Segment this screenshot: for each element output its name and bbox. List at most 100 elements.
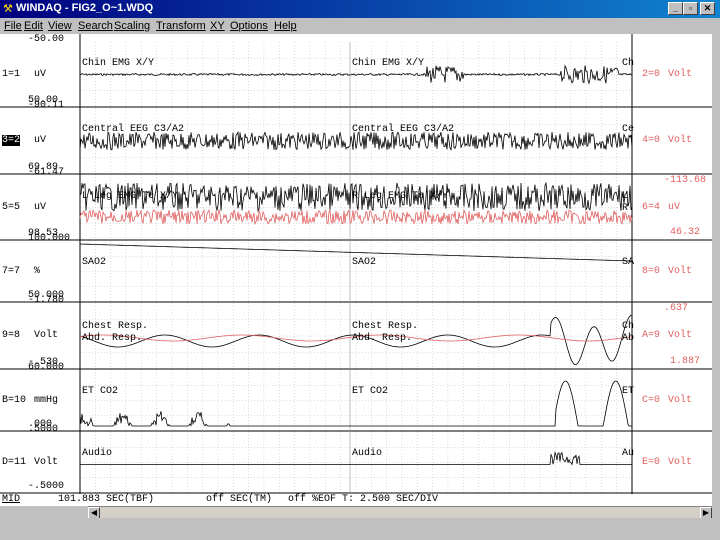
trace-label: R Leg EMG Te X/Y (352, 191, 449, 202)
trace-label: ET (622, 386, 635, 397)
right-channel-id: C=0 (642, 394, 661, 406)
scale-top: .5000 (28, 424, 59, 435)
trace-label: Ch (622, 321, 635, 332)
scale-top: 60.000 (28, 362, 65, 373)
trace-label: Ab (622, 333, 635, 344)
window-bottom-frame (0, 518, 720, 540)
channel-unit: uV (34, 135, 47, 146)
trace-label: ET CO2 (82, 386, 119, 397)
scale-bottom: 50.00 (28, 95, 59, 106)
right-channel-unit: Volt (668, 394, 693, 406)
status-mode: MID (2, 494, 21, 505)
waveform-display[interactable] (0, 34, 712, 494)
menu-file[interactable]: File (4, 20, 22, 32)
right-channel-unit: Volt (668, 135, 693, 146)
menu-scaling[interactable]: Scaling (114, 20, 151, 32)
trace-et-co2 (79, 380, 632, 427)
horizontal-scrollbar[interactable]: ◀ ▶ (88, 506, 712, 519)
trace-abd-resp (79, 334, 633, 342)
minimize-button[interactable]: _ (668, 2, 683, 15)
close-button[interactable]: ✕ (700, 2, 715, 15)
menu-transform[interactable]: Transform (156, 20, 206, 32)
scale-bottom: 50.000 (28, 290, 65, 301)
channel-unit: % (34, 265, 41, 277)
scale-bottom: -.5000 (28, 481, 65, 492)
trace-label: Audio (82, 448, 113, 459)
trace-label: Abd. Resp. (82, 333, 143, 344)
scale-top: -61.47 (28, 167, 65, 178)
right-channel-unit: Volt (668, 68, 693, 80)
channel-unit: Volt (34, 456, 59, 468)
right-scale-top: .637 (664, 303, 689, 314)
right-channel-id: 8=0 (642, 265, 661, 277)
channel-id: D=11 (2, 456, 27, 468)
trace-label: SAO2 (82, 257, 107, 268)
channel-unit: mmHg (34, 394, 59, 406)
status-tm: off SEC(TM) (206, 494, 273, 505)
trace-label: R (622, 203, 629, 214)
trace-chest-resp (79, 314, 633, 366)
menu-help[interactable]: Help (274, 20, 297, 32)
right-channel-id: A=9 (642, 330, 661, 341)
right-channel-id: 4=0 (642, 135, 661, 146)
menu-search[interactable]: Search (78, 20, 113, 32)
menu-edit[interactable]: Edit (24, 20, 43, 32)
trace-label: L (622, 191, 629, 202)
trace-label: ET CO2 (352, 386, 389, 397)
trace-label: Chin EMG X/Y (352, 58, 425, 69)
trace-sao2 (80, 243, 632, 262)
trace-audio (80, 451, 632, 466)
right-scale-top: -113.68 (664, 175, 707, 186)
scale-top: 100.000 (28, 233, 71, 244)
trace-label: SAO2 (352, 257, 377, 268)
channel-id: 9=8 (2, 330, 21, 341)
channel-unit: uV (34, 68, 47, 80)
title-bar: ⚒ WINDAQ - FIG2_O~1.WDQ _ ▫ ✕ (0, 0, 720, 18)
scale-top: -1.780 (28, 295, 65, 306)
status-time: 101.883 SEC(TBF) (58, 494, 155, 505)
right-channel-id: 2=0 (642, 68, 661, 80)
status-bar: MID 101.883 SEC(TBF) off SEC(TM) off %EO… (0, 494, 712, 506)
trace-label: Ce (622, 124, 635, 135)
right-channel-unit: uV (668, 201, 681, 213)
right-channel-id: 6=4 (642, 201, 661, 213)
scale-bottom: -.530 (28, 357, 59, 368)
window-title: WINDAQ - FIG2_O~1.WDQ (16, 2, 154, 14)
menu-options[interactable]: Options (230, 20, 268, 32)
right-scale-bottom: 1.887 (670, 356, 701, 367)
trace-label: Audio (352, 448, 383, 459)
trace-label: Ch (622, 58, 635, 69)
status-eof: off %EOF T: 2.500 SEC/DIV (288, 494, 439, 505)
scale-top: -50.00 (28, 34, 65, 45)
channel-id: B=10 (2, 394, 27, 406)
channel-id: 1=1 (2, 68, 21, 80)
windaq-app-icon[interactable]: ⚒ (3, 3, 13, 15)
scale-bottom: 69.89 (28, 162, 59, 173)
maximize-button[interactable]: ▫ (683, 2, 698, 15)
scale-top: -90.11 (28, 100, 65, 111)
channel-id: 3=2 (2, 135, 21, 146)
trace-r-leg-emg (79, 208, 633, 225)
channel-unit: Volt (34, 330, 59, 341)
menu-view[interactable]: View (48, 20, 72, 32)
right-frame (712, 34, 720, 518)
scale-bottom: .000 (28, 419, 53, 430)
right-channel-unit: Volt (668, 265, 693, 277)
menu-bar: File Edit View Search Scaling Transform … (0, 18, 720, 34)
channel-unit: uV (34, 201, 47, 213)
scale-bottom: 98.53 (28, 228, 59, 239)
trace-central-eeg (79, 130, 633, 151)
trace-l-leg-emg (79, 181, 633, 213)
trace-label: L Leg EMG Te X/Y (82, 191, 179, 202)
right-channel-id: E=0 (642, 456, 661, 468)
waveform-canvas[interactable] (0, 34, 712, 494)
trace-chin-emg (79, 64, 633, 85)
menu-xy[interactable]: XY (210, 20, 225, 32)
channel-id: 7=7 (2, 265, 21, 277)
right-channel-unit: Volt (668, 330, 693, 341)
trace-label: Chin EMG X/Y (82, 58, 155, 69)
right-scale-bottom: 46.32 (670, 227, 701, 238)
trace-label: SA (622, 257, 635, 268)
trace-label: Abd. Resp. (352, 333, 413, 344)
trace-label: Chest Resp. (352, 321, 419, 332)
